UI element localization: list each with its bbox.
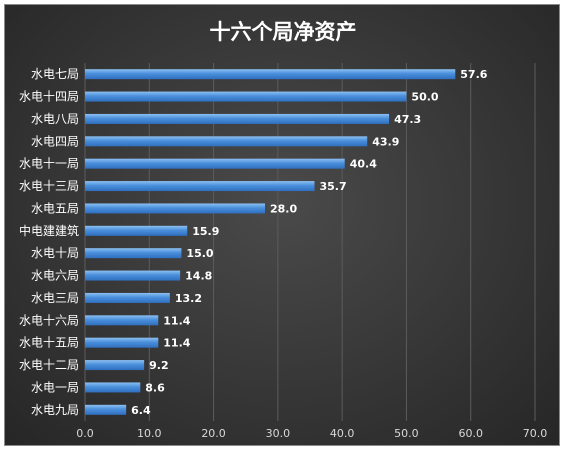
data-label: 9.2 xyxy=(149,359,169,372)
data-label: 43.9 xyxy=(372,135,399,148)
data-label: 8.6 xyxy=(145,381,165,394)
category-label: 水电十三局 xyxy=(19,179,79,193)
bar xyxy=(85,404,127,415)
data-label: 28.0 xyxy=(270,202,297,215)
data-label: 50.0 xyxy=(411,91,438,104)
category-label: 水电八局 xyxy=(31,112,79,126)
x-tick-label: 0.0 xyxy=(76,427,94,440)
category-label: 水电四局 xyxy=(31,134,79,148)
x-tick-label: 60.0 xyxy=(458,427,483,440)
data-label: 11.4 xyxy=(163,314,190,327)
category-label: 水电十五局 xyxy=(19,336,79,350)
bar xyxy=(85,158,345,169)
bar xyxy=(85,382,141,393)
x-tick-label: 70.0 xyxy=(523,427,548,440)
x-tick-label: 50.0 xyxy=(394,427,419,440)
category-label: 水电十六局 xyxy=(19,313,79,327)
bar xyxy=(85,270,181,281)
category-label: 水电十局 xyxy=(31,246,79,260)
data-label: 6.4 xyxy=(131,404,151,417)
data-label: 47.3 xyxy=(394,113,421,126)
x-tick-label: 20.0 xyxy=(201,427,226,440)
data-label: 11.4 xyxy=(163,337,190,350)
data-label: 14.8 xyxy=(185,270,212,283)
x-axis: 0.0 10.0 20.0 30.0 40.0 50.0 60.0 70.0 水电七局水电十四局… xyxy=(19,67,547,440)
category-label: 水电七局 xyxy=(31,67,79,81)
category-label: 中电建建筑 xyxy=(19,223,79,238)
bar xyxy=(85,136,368,147)
category-label: 水电三局 xyxy=(31,291,79,305)
category-label: 水电十二局 xyxy=(19,358,79,372)
category-label: 水电六局 xyxy=(31,269,79,283)
bar xyxy=(85,360,145,371)
category-label: 水电十一局 xyxy=(19,157,79,171)
data-label: 57.6 xyxy=(460,68,487,81)
data-label: 40.4 xyxy=(350,158,377,171)
data-label: 13.2 xyxy=(175,292,202,305)
data-label: 15.9 xyxy=(192,225,219,238)
bar xyxy=(85,69,456,80)
bar xyxy=(85,225,188,236)
bar xyxy=(85,91,407,102)
data-label: 35.7 xyxy=(320,180,347,193)
chart-frame: 十六个局净资产 57.6 50.0 47.3 43.9 40.4 35.7 28.0 15.9… xyxy=(4,4,560,446)
category-label: 水电一局 xyxy=(31,380,79,394)
x-tick-label: 30.0 xyxy=(266,427,291,440)
bar xyxy=(85,292,170,303)
chart-title: 十六个局净资产 xyxy=(210,20,357,44)
category-label: 水电五局 xyxy=(31,201,79,215)
bar xyxy=(85,315,159,326)
bar xyxy=(85,248,182,259)
x-tick-label: 40.0 xyxy=(330,427,355,440)
bar xyxy=(85,203,265,214)
bar xyxy=(85,181,315,192)
bar-layer: 57.6 50.0 47.3 43.9 40.435.7 28.0 15.9 15.0 14.8… xyxy=(85,68,488,417)
data-label: 15.0 xyxy=(186,247,213,260)
x-tick-label: 10.0 xyxy=(137,427,162,440)
bar xyxy=(85,337,159,348)
category-label: 水电十四局 xyxy=(19,90,79,104)
bar-chart: 十六个局净资产 57.6 50.0 47.3 43.9 40.435.7 28.0 15.9… xyxy=(19,20,547,440)
category-label: 水电九局 xyxy=(31,403,79,417)
bar xyxy=(85,113,390,124)
